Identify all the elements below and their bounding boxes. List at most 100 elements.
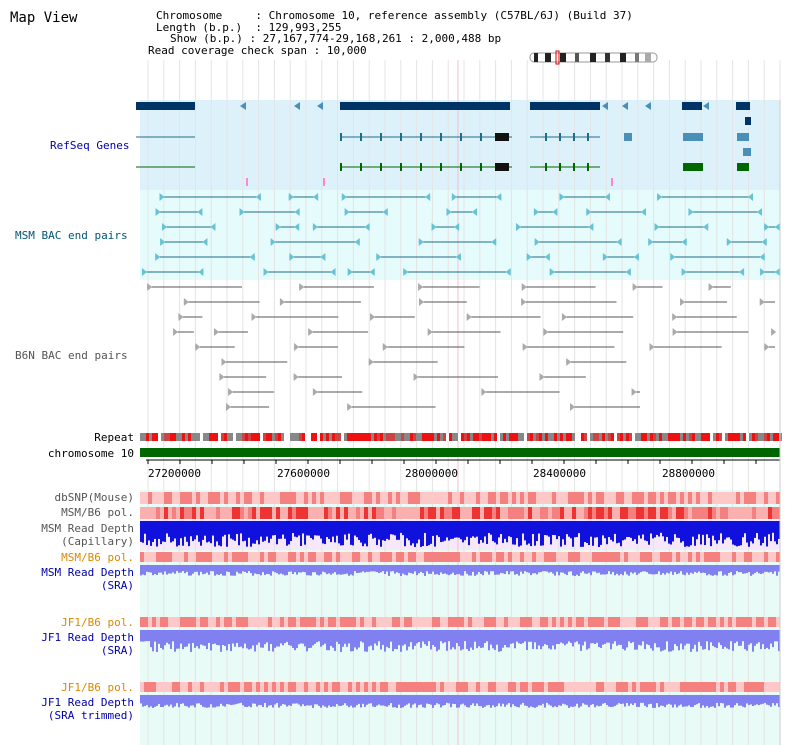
pol-cell — [504, 682, 508, 692]
gene-exon — [360, 163, 362, 171]
pol-cell — [548, 492, 552, 504]
bac-end — [521, 298, 527, 306]
pol-cell — [420, 682, 424, 692]
depth-bar — [348, 695, 350, 708]
depth-bar — [256, 521, 258, 541]
pol-cell — [664, 492, 668, 504]
bac-end — [616, 238, 622, 246]
repeat-cell — [299, 433, 302, 441]
depth-bar — [456, 521, 458, 538]
track-label-msm-bac[interactable]: MSM BAC end pairs — [15, 229, 128, 242]
depth-bar — [564, 695, 566, 705]
depth-bar — [524, 630, 526, 642]
depth-bar — [258, 565, 260, 575]
depth-bar — [694, 630, 696, 645]
depth-bar — [554, 695, 556, 707]
pol-cell — [232, 552, 236, 562]
pol-cell — [636, 617, 640, 627]
chromosome-label: Chromosome — [156, 9, 223, 22]
depth-bar — [680, 695, 682, 705]
repeat-cell — [446, 433, 449, 441]
depth-bar — [310, 565, 312, 576]
repeat-cell — [491, 433, 494, 441]
depth-bar — [476, 695, 478, 704]
depth-bar — [680, 565, 682, 572]
depth-bar — [342, 695, 344, 706]
repeat-cell — [560, 433, 563, 441]
depth-bar — [154, 565, 156, 575]
pol-cell — [188, 552, 192, 562]
depth-bar — [442, 521, 444, 542]
pol-cell — [452, 617, 456, 627]
pol-cell — [288, 492, 292, 504]
pol-cell — [560, 492, 564, 504]
pol-cell — [720, 507, 724, 519]
depth-bar — [632, 695, 634, 705]
depth-bar — [610, 630, 612, 650]
pol-cell — [584, 682, 588, 692]
bac-end — [681, 238, 687, 246]
pol-cell — [760, 617, 764, 627]
pol-cell — [736, 492, 740, 504]
depth-bar — [774, 695, 776, 706]
pol-cell — [220, 492, 224, 504]
pol-cell — [268, 492, 272, 504]
depth-bar — [460, 630, 462, 651]
depth-bar — [264, 565, 266, 576]
depth-bar — [616, 630, 618, 646]
pol-cell — [440, 507, 444, 519]
gene-exon — [400, 133, 402, 141]
depth-bar — [576, 565, 578, 575]
track-label-refseq[interactable]: RefSeq Genes — [50, 139, 130, 152]
track-label-b6n-bac[interactable]: B6N BAC end pairs — [15, 349, 128, 362]
depth-bar — [524, 695, 526, 706]
depth-bar — [204, 565, 206, 574]
pol-cell — [472, 492, 476, 504]
depth-bar — [382, 695, 384, 706]
pol-cell — [412, 617, 416, 627]
depth-bar — [164, 565, 166, 572]
pol-cell — [320, 682, 324, 692]
depth-bar — [378, 630, 380, 642]
depth-bar — [396, 565, 398, 573]
depth-bar — [466, 565, 468, 574]
depth-bar — [358, 565, 360, 573]
repeat-cell — [710, 433, 713, 441]
depth-bar — [706, 565, 708, 576]
depth-bar — [144, 565, 146, 576]
depth-bar — [260, 521, 262, 537]
repeat-cell — [758, 433, 761, 441]
depth-bar — [256, 630, 258, 645]
bac-end — [681, 268, 687, 276]
pol-cell — [384, 492, 388, 504]
depth-bar — [474, 565, 476, 576]
depth-bar — [178, 521, 180, 546]
pol-cell — [688, 507, 692, 519]
depth-bar — [462, 521, 464, 543]
depth-bar — [630, 565, 632, 573]
depth-bar — [232, 630, 234, 644]
depth-bar — [346, 695, 348, 706]
pol-cell — [424, 682, 428, 692]
depth-bar — [732, 521, 734, 545]
depth-bar — [164, 695, 166, 706]
depth-bar — [302, 521, 304, 534]
bac-end — [543, 328, 549, 336]
depth-bar — [658, 565, 660, 572]
depth-bar — [286, 521, 288, 546]
pol-cell — [736, 617, 740, 627]
depth-bar — [264, 630, 266, 645]
pol-cell — [352, 552, 356, 562]
depth-bar — [328, 521, 330, 539]
pol-cell — [696, 682, 700, 692]
depth-bar — [288, 521, 290, 545]
pol-cell — [480, 617, 484, 627]
pol-cell — [344, 552, 348, 562]
depth-bar — [660, 521, 662, 533]
repeat-cell — [632, 433, 635, 441]
pol-cell — [588, 552, 592, 562]
depth-bar — [442, 695, 444, 706]
pol-cell — [256, 617, 260, 627]
depth-bar — [560, 695, 562, 706]
depth-bar — [338, 695, 340, 706]
